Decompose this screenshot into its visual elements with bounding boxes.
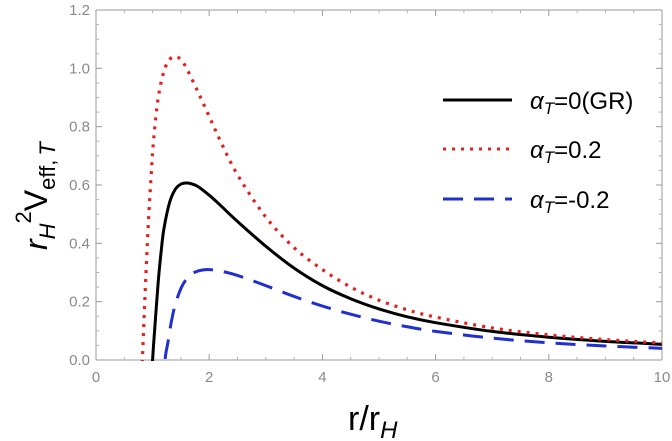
x-tick-label: 6 bbox=[431, 369, 439, 386]
legend-label-alpha-neg-0-2: αT=-0.2 bbox=[530, 187, 609, 217]
x-axis-label: r/rH bbox=[348, 400, 398, 441]
y-tick-label: 0.2 bbox=[69, 294, 90, 311]
series-line-gr bbox=[151, 181, 662, 361]
y-tick-label: 0.4 bbox=[69, 235, 90, 252]
y-tick-label: 1.0 bbox=[69, 60, 90, 77]
series-line-alpha-0-2 bbox=[163, 268, 662, 361]
y-tick-label: 1.2 bbox=[69, 2, 90, 19]
y-tick-label: 0.8 bbox=[69, 119, 90, 136]
x-tick-label: 4 bbox=[318, 369, 326, 386]
legend: αT=0(GR) αT=0.2 αT=-0.2 bbox=[443, 88, 633, 217]
ticks bbox=[95, 9, 663, 361]
x-tick-label: 0 bbox=[92, 369, 100, 386]
y-tick-label: 0.6 bbox=[69, 177, 90, 194]
x-tick-label: 10 bbox=[654, 369, 671, 386]
legend-label-gr: αT=0(GR) bbox=[530, 88, 633, 118]
series-layer bbox=[140, 55, 662, 361]
y-tick-label: 0.0 bbox=[69, 352, 90, 369]
x-tick-label: 2 bbox=[205, 369, 213, 386]
y-axis-label: rH2Veff,T bbox=[11, 141, 60, 250]
legend-label-alpha-0-2: αT=0.2 bbox=[530, 137, 601, 167]
x-tick-label: 8 bbox=[545, 369, 553, 386]
tick-labels: 0 2 4 6 8 10 0.0 0.2 0.4 0.6 0.8 1.0 1.2 bbox=[69, 2, 670, 386]
